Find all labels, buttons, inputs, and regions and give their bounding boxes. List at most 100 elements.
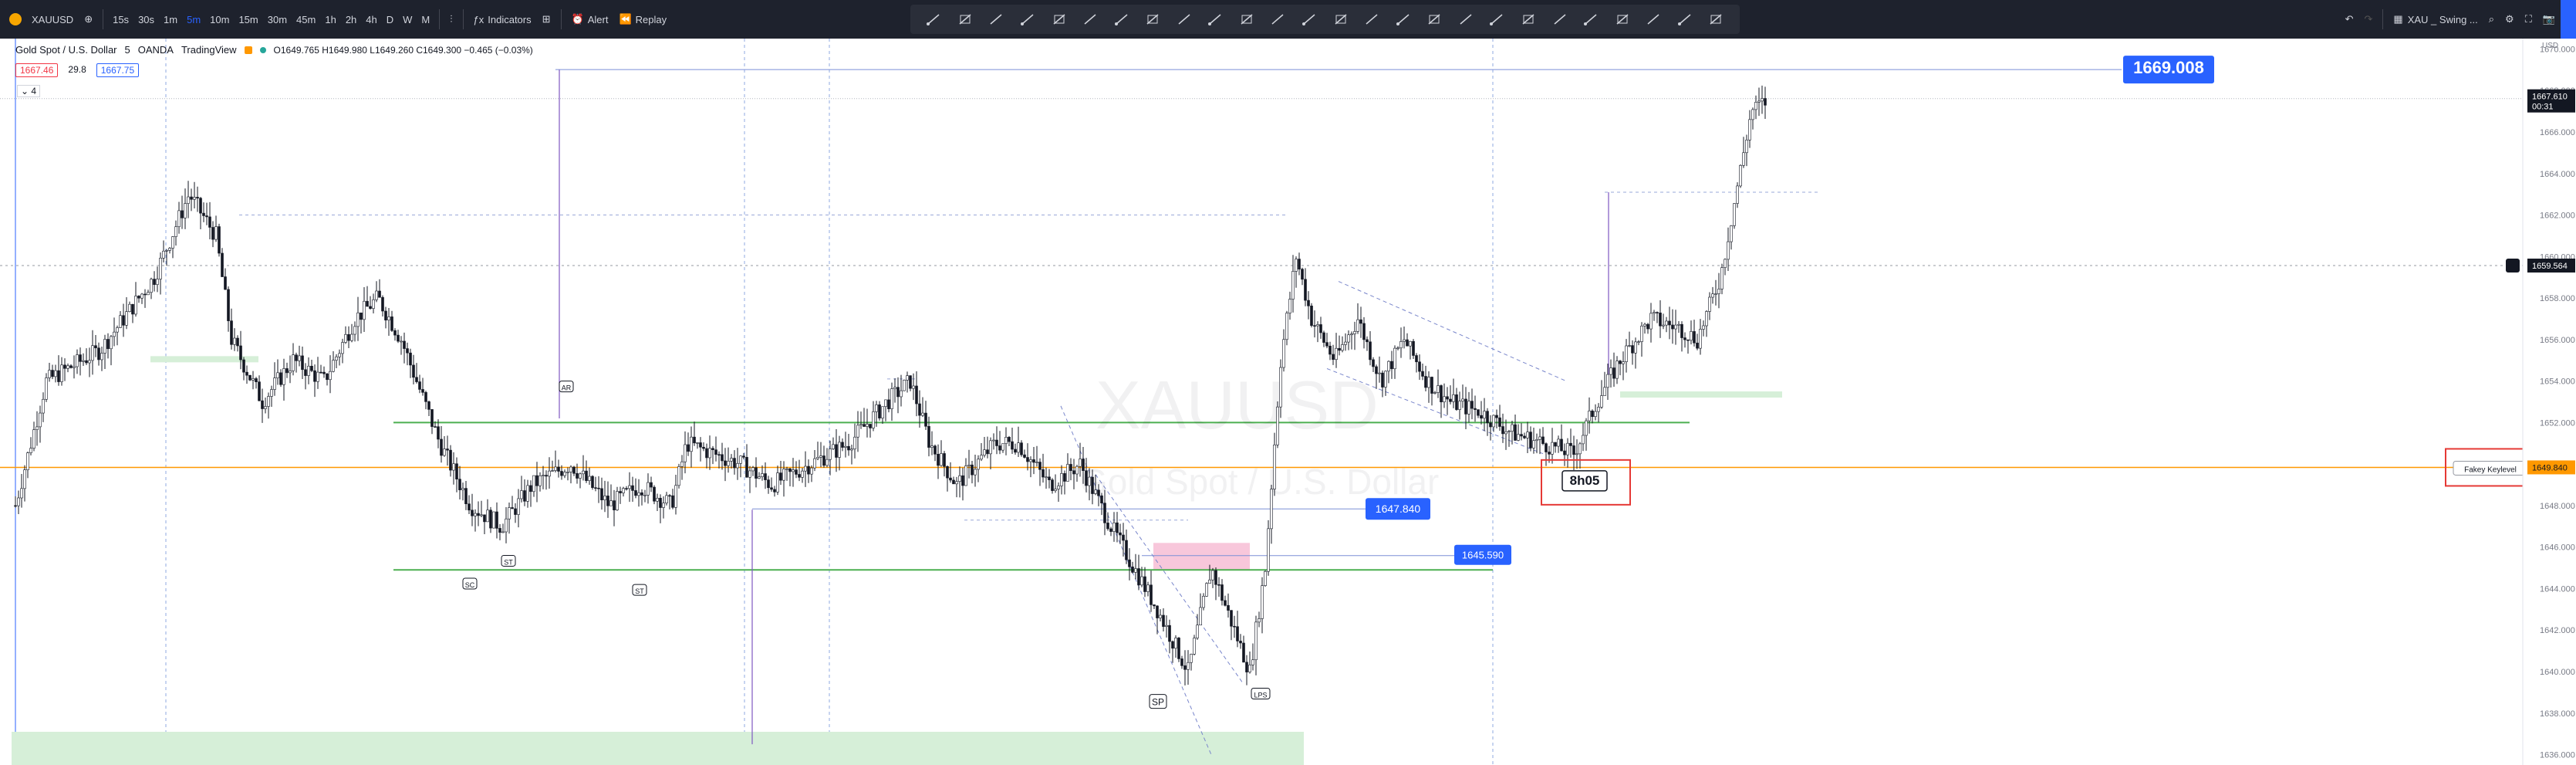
line-icon[interactable] [1080,9,1100,29]
candle-body [927,425,930,448]
bid-price[interactable]: 1667.46 [15,63,59,77]
fib-icon[interactable] [1018,9,1038,29]
flag-icon[interactable] [1174,9,1194,29]
interval-1m[interactable]: 1m [164,13,178,25]
templates-icon[interactable]: ⊞ [542,13,551,25]
candle-body [508,507,511,520]
candle-body [1304,279,1307,301]
candle-body [619,491,622,493]
gann-icon[interactable] [1393,9,1413,29]
pin-icon[interactable] [1143,9,1163,29]
candle-body [977,459,980,470]
price-chart[interactable]: 1669.008 1647.840 1645.590 8h05 Fakey Keylev… [0,39,2576,765]
interval-D[interactable]: D [386,13,394,25]
replay-button[interactable]: ⏪ Replay [613,0,672,39]
ruler-icon[interactable] [1362,9,1382,29]
pen-icon[interactable] [1643,9,1663,29]
horizontal-icon[interactable] [1581,9,1601,29]
level-label-1645[interactable]: 1645.590 [1454,544,1511,565]
candle-body [471,509,474,516]
ruler-angle-icon[interactable] [1706,9,1726,29]
crosshair-icon[interactable] [955,9,975,29]
chart-area[interactable]: 1669.008 1647.840 1645.590 8h05 Fakey Keylev… [0,39,2576,765]
crosshair-plus-icon[interactable] [2506,259,2520,273]
candle-body [211,227,214,240]
candle-body [597,487,600,489]
ask-price[interactable]: 1667.75 [96,63,140,77]
candle-body [1029,459,1032,462]
redo-icon[interactable]: ↷ [2364,13,2373,25]
candle-body [1017,442,1020,453]
candle-body [122,315,125,326]
symbol-search-button[interactable]: XAUUSD [32,13,74,25]
arrow-icon[interactable] [1424,9,1444,29]
candle-body [1143,576,1146,592]
vertical-icon[interactable] [1550,9,1570,29]
brush-icon[interactable] [1049,9,1069,29]
candle-body [535,475,538,486]
interval-45m[interactable]: 45m [296,13,316,25]
search-icon[interactable]: ⌕ [2488,13,2495,25]
trend-line-icon[interactable] [923,9,944,29]
interval-30m[interactable]: 30m [267,13,288,25]
candle-body [48,370,51,378]
interval-M[interactable]: M [421,13,430,25]
path-icon[interactable] [1299,9,1319,29]
note-icon[interactable] [1205,9,1225,29]
range-icon[interactable] [1331,9,1351,29]
eraser-icon[interactable] [1675,9,1695,29]
curve-icon[interactable] [1487,9,1507,29]
candle-body [1696,342,1699,349]
pitchfork-icon[interactable] [1456,9,1476,29]
layout-select-button[interactable]: ▦ XAU _ Swing ... [2388,0,2483,39]
candle-body [177,210,181,228]
candle-body [261,400,264,409]
candle-body [532,475,535,493]
fullscreen-icon[interactable]: ⛶ [2524,13,2532,25]
candle-body [1217,584,1220,586]
interval-4h[interactable]: 4h [366,13,377,25]
callout-icon[interactable] [1112,9,1132,29]
candle-body [137,296,140,299]
interval-W[interactable]: W [403,13,413,25]
camera-icon[interactable]: 📷 [2542,13,2555,25]
channel-icon[interactable] [1237,9,1257,29]
lines-icon[interactable] [1518,9,1538,29]
candle-body [322,371,326,374]
candle-body [730,458,733,462]
highlight-box-8h05 [1541,459,1631,506]
candle-body [622,488,625,493]
candle-body [1307,300,1310,306]
interval-10m[interactable]: 10m [210,13,230,25]
pattern-icon[interactable] [1268,9,1288,29]
chart-type-icon[interactable]: ⫶ [450,13,453,25]
candle-body [1662,324,1665,327]
text-icon[interactable] [986,9,1006,29]
gear-icon[interactable]: ⚙ [2505,13,2514,25]
undo-icon[interactable]: ↶ [2345,13,2354,25]
publish-button[interactable] [2561,0,2576,39]
level-label-1647[interactable]: 1647.840 [1366,498,1430,520]
candle-body [415,377,418,382]
candle-body [446,449,449,451]
indicator-collapse-button[interactable]: ⌄ 4 [17,85,41,97]
candle-body [1116,522,1119,533]
interval-1h[interactable]: 1h [325,13,336,25]
candle-body [128,303,131,313]
candle-body [1486,411,1489,424]
circle-icon[interactable] [1612,9,1632,29]
indicators-button[interactable]: ƒx Indicators [468,0,537,39]
candle-body [1353,331,1356,334]
candle-body [1754,102,1757,110]
interval-15s[interactable]: 15s [113,13,130,25]
candle-body [520,490,523,499]
compare-add-icon[interactable]: ⊕ [84,13,93,25]
interval-15m[interactable]: 15m [238,13,258,25]
level-label-1669[interactable]: 1669.008 [2123,56,2214,84]
interval-30s[interactable]: 30s [138,13,155,25]
candle-body [295,354,298,361]
alert-button[interactable]: ⏰ Alert [566,0,614,39]
interval-2h[interactable]: 2h [345,13,357,25]
interval-5m[interactable]: 5m [187,13,201,25]
candle-body [782,469,785,481]
